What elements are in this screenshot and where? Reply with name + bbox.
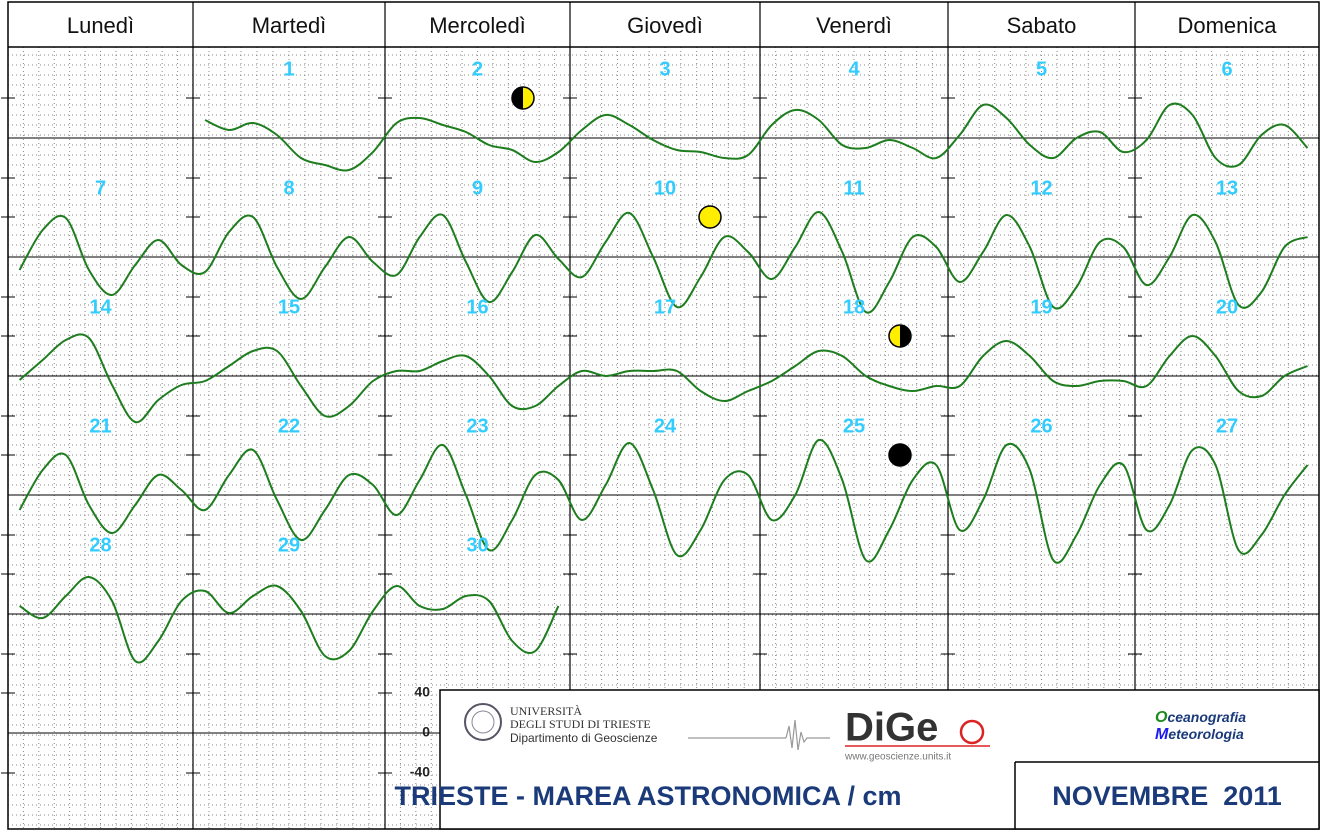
- rest: eteorologia: [1168, 726, 1244, 742]
- tide-curves: [18, 102, 1309, 664]
- moon-phases: [511, 86, 912, 467]
- day-label: 10: [654, 177, 676, 199]
- logo: DiGe: [845, 706, 938, 750]
- day-label: 1: [283, 58, 294, 80]
- logo-globe: [959, 719, 985, 745]
- day-label: 12: [1030, 177, 1052, 199]
- day-label: 29: [278, 534, 300, 556]
- day-label: 28: [89, 534, 111, 556]
- day-label: 4: [848, 58, 860, 80]
- website: www.geoscienze.units.it: [844, 752, 951, 763]
- moon-full: [698, 205, 722, 229]
- day-label: 24: [654, 415, 677, 437]
- day-label: 23: [466, 415, 488, 437]
- weekday: Domenica: [1177, 13, 1277, 38]
- weekday: Martedì: [252, 13, 327, 38]
- weekday: Giovedì: [627, 13, 703, 38]
- meteorologia: Meteorologia: [1155, 726, 1244, 744]
- moon-shadow: [900, 325, 911, 347]
- day-label: 15: [278, 296, 300, 318]
- tide-curve: [19, 576, 560, 664]
- day-label: 21: [89, 415, 111, 437]
- seismogram: [688, 719, 830, 751]
- university-name: DEGLI STUDI DI TRIESTE: [510, 717, 651, 731]
- tide-curve: [18, 211, 1308, 314]
- scale-label: -40: [410, 764, 430, 780]
- moon-shadow: [512, 87, 523, 109]
- day-label: 8: [283, 177, 294, 199]
- title: TRIESTE - MAREA ASTRONOMICA / cm: [394, 781, 901, 811]
- day-label: 7: [95, 177, 106, 199]
- day-label: 6: [1221, 58, 1232, 80]
- day-label: 2: [472, 58, 483, 80]
- day-label: 30: [466, 534, 488, 556]
- day-label: 25: [843, 415, 865, 437]
- day-label: 27: [1216, 415, 1238, 437]
- day-label: 5: [1036, 58, 1047, 80]
- initial: O: [1155, 709, 1168, 726]
- footer-box: [439, 689, 1320, 830]
- rest: ceanografia: [1167, 709, 1246, 725]
- day-label: 19: [1030, 296, 1052, 318]
- weekday: Lunedì: [67, 13, 134, 38]
- tide-curve: [204, 102, 1309, 172]
- day-label: 17: [654, 296, 676, 318]
- university-seal: [471, 710, 495, 734]
- day-label: 3: [659, 58, 670, 80]
- department: Dipartimento di Geoscienze: [510, 731, 658, 745]
- weekday: Venerdì: [816, 13, 892, 38]
- day-label: 22: [278, 415, 300, 437]
- weekday: Mercoledì: [429, 13, 526, 38]
- day-label: 18: [843, 296, 865, 318]
- footer: UNIVERSITÀ DEGLI STUDI DI TRIESTE Dipart…: [394, 689, 1320, 830]
- weekday: Sabato: [1007, 13, 1077, 38]
- oceanografia: Oceanografia: [1155, 709, 1246, 727]
- tide-curve: [18, 438, 1309, 564]
- month: NOVEMBRE 2011: [1052, 781, 1282, 811]
- labels: Lunedì Martedì Mercoledì Giovedì Venerdì Saba…: [67, 13, 1277, 780]
- university: UNIVERSITÀ: [510, 704, 582, 718]
- scale-label: 0: [422, 724, 430, 740]
- day-label: 14: [89, 296, 112, 318]
- day-label: 11: [843, 177, 864, 199]
- university-seal: [464, 703, 502, 741]
- initial: M: [1155, 726, 1169, 743]
- day-label: 16: [466, 296, 488, 318]
- scale-label: 40: [414, 684, 430, 700]
- day-label: 20: [1216, 296, 1238, 318]
- day-label: 9: [472, 177, 483, 199]
- moon-new: [888, 443, 912, 467]
- day-label: 13: [1216, 177, 1238, 199]
- day-label: 26: [1030, 415, 1052, 437]
- tide-curve: [18, 333, 1308, 424]
